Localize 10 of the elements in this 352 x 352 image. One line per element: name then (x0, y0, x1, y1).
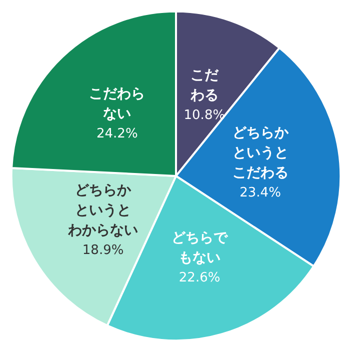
slice-label: どちらかというとこだわる (232, 124, 290, 181)
data-label: 18.9% (82, 242, 124, 258)
slice-label: こだわる (189, 68, 220, 104)
data-label: 24.2% (96, 126, 138, 142)
slice-label: どちらかというとわからない (67, 182, 138, 238)
data-label: 10.8% (184, 108, 226, 124)
slice-label: こだわらない (89, 86, 146, 122)
data-label: 22.6% (178, 270, 220, 286)
data-label: 23.4% (240, 185, 281, 200)
slice-label: どちらでもない (172, 230, 229, 266)
